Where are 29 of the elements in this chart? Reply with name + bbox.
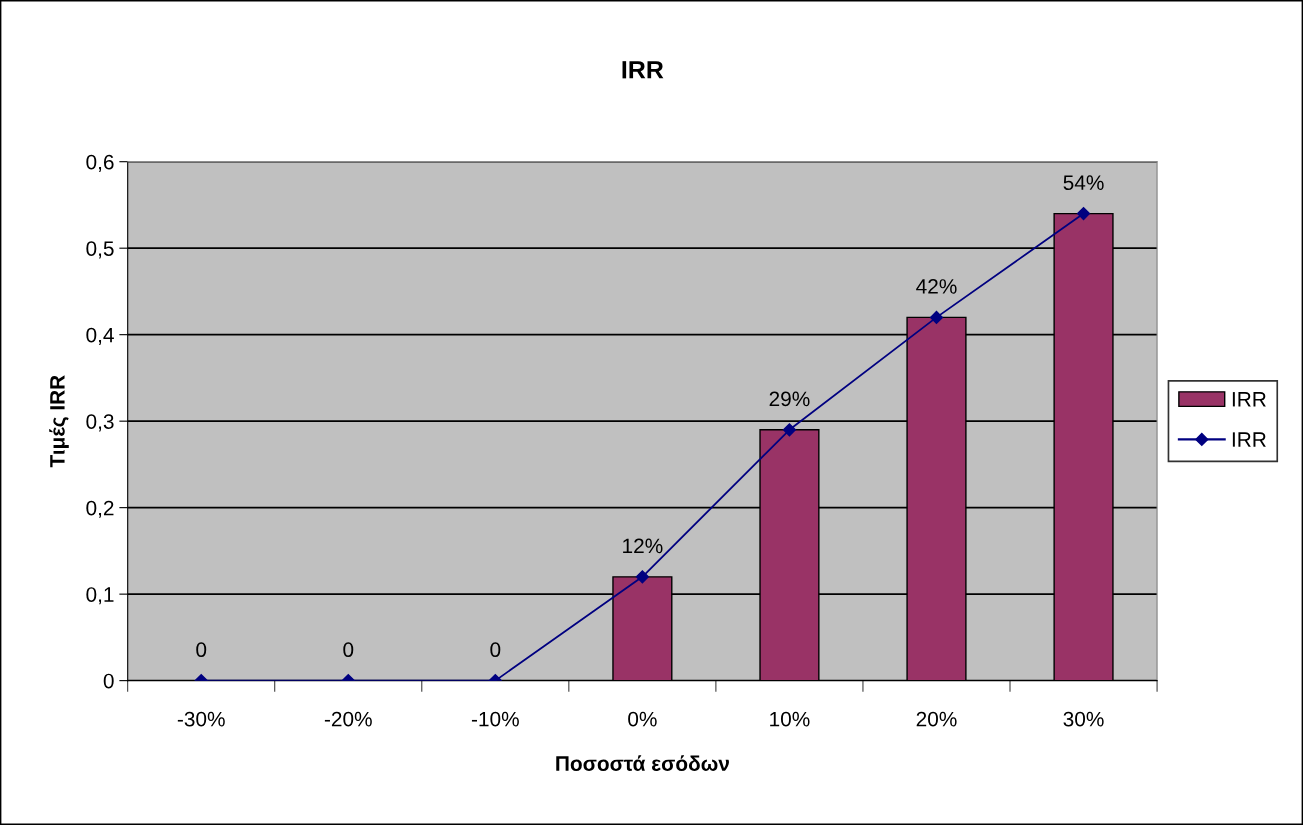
x-tick-label: 10% bbox=[770, 711, 810, 727]
data-label: 12% bbox=[623, 538, 663, 554]
x-tick-label: 0% bbox=[628, 711, 657, 727]
point bbox=[1076, 207, 1091, 221]
data-label: 0 bbox=[490, 642, 501, 658]
y-axis-title: Τιμές IRR bbox=[49, 375, 69, 468]
chart-title: IRR bbox=[622, 61, 664, 79]
point bbox=[929, 310, 944, 324]
x-tick-label: 30% bbox=[1063, 711, 1104, 727]
y-tick-label: 0 bbox=[103, 673, 114, 689]
x-tick-label: 20% bbox=[916, 711, 957, 727]
point bbox=[782, 423, 797, 437]
legend-label: IRR bbox=[1232, 432, 1266, 447]
data-label: 0 bbox=[196, 642, 207, 658]
y-tick-label: 0,3 bbox=[86, 414, 114, 432]
data-label: 54% bbox=[1063, 175, 1104, 191]
x-axis-title: Ποσοστά εσόδων bbox=[556, 755, 729, 771]
data-label: 42% bbox=[916, 279, 957, 294]
x-tick-label: -20% bbox=[324, 711, 372, 727]
y-tick-label: 0,2 bbox=[86, 500, 114, 518]
y-tick-label: 0,1 bbox=[86, 587, 114, 605]
data-label: 29% bbox=[769, 391, 810, 407]
x-tick-label: -30% bbox=[177, 711, 225, 727]
x-tick-label: -10% bbox=[471, 711, 519, 727]
y-tick-label: 0,5 bbox=[86, 241, 114, 259]
legend-label: IRR bbox=[1232, 392, 1266, 407]
y-tick-label: 0,4 bbox=[86, 327, 114, 345]
y-tick-label: 0,6 bbox=[86, 154, 114, 172]
data-label: 0 bbox=[343, 642, 354, 658]
